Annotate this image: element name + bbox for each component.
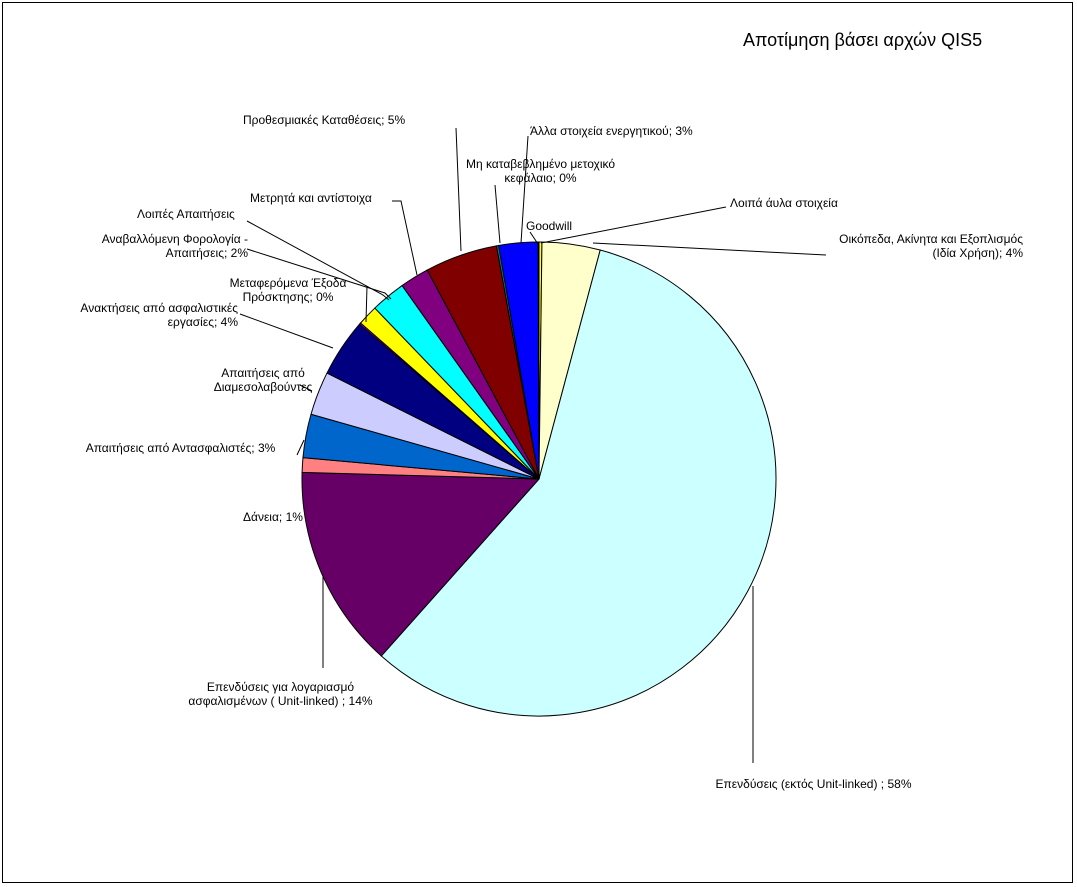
leader-line-9 <box>365 285 368 323</box>
leader-line-6 <box>392 200 418 276</box>
leader-lines <box>239 127 827 763</box>
slice-label-reinsurance-recoveries: Ανακτήσεις από ασφαλιστικές εργασίες; 4% <box>80 301 238 329</box>
leader-line-5 <box>592 242 827 256</box>
leader-line-3 <box>529 231 539 245</box>
pie-slice-3 <box>301 471 541 657</box>
slice-label-acquisition-costs: Μεταφερόμενα Έξοδα Πρόσκτησης; 0% <box>229 276 347 304</box>
slice-label-other-intangibles: Λοιπά άυλα στοιχεία <box>730 196 838 210</box>
slice-label-other-receivables: Λοιπές Απαιτήσεις <box>137 207 235 221</box>
slice-label-term-deposits: Προθεσμιακές Καταθέσεις; 5% <box>243 113 406 127</box>
slice-label-reinsurers: Απαιτήσεις από Αντασφαλιστές; 3% <box>85 441 276 455</box>
pie-slice-15 <box>537 241 540 480</box>
slice-label-property: Οικόπεδα, Ακίνητα και Εξοπλισμός (Ιδία Χ… <box>839 232 1023 260</box>
slice-label-cash: Μετρητά και αντίστοιχα <box>250 191 372 205</box>
slice-label-investments: Επενδύσεις (εκτός Unit-linked) ; 58% <box>715 777 912 791</box>
slice-label-deferred-tax: Αναβαλλόμενη Φορολογία - Απαιτήσεις; 2% <box>101 232 248 260</box>
slice-label-intermediaries: Απαιτήσεις από Διαμεσολαβούντες <box>213 366 313 394</box>
slice-label-goodwill: Goodwill <box>526 219 573 233</box>
slice-label-other-assets: Άλλα στοιχεία ενεργητικού; 3% <box>530 124 693 138</box>
leader-line-4 <box>540 206 727 244</box>
slice-label-unpaid-capital: Μη καταβεβλημένο μετοχικό κεφάλαιο; 0% <box>465 157 616 185</box>
pie-slice-2 <box>380 249 777 717</box>
leader-line-12 <box>296 439 305 456</box>
pie-chart <box>239 127 827 763</box>
slice-label-loans: Δάνεια; 1% <box>243 510 303 524</box>
leader-line-11 <box>299 384 313 392</box>
leader-line-10 <box>239 313 334 349</box>
leader-line-0 <box>455 127 462 252</box>
leader-line-2 <box>494 184 501 244</box>
leader-line-8 <box>246 248 392 300</box>
leader-line-7 <box>246 220 390 301</box>
slice-label-unit-linked: Επενδύσεις για λογαριασμό ασφαλισμένων (… <box>188 680 373 708</box>
pie-slices <box>301 241 777 717</box>
leader-line-1 <box>520 135 529 244</box>
chart-title: Αποτίμηση βάσει αρχών QIS5 <box>743 30 983 50</box>
